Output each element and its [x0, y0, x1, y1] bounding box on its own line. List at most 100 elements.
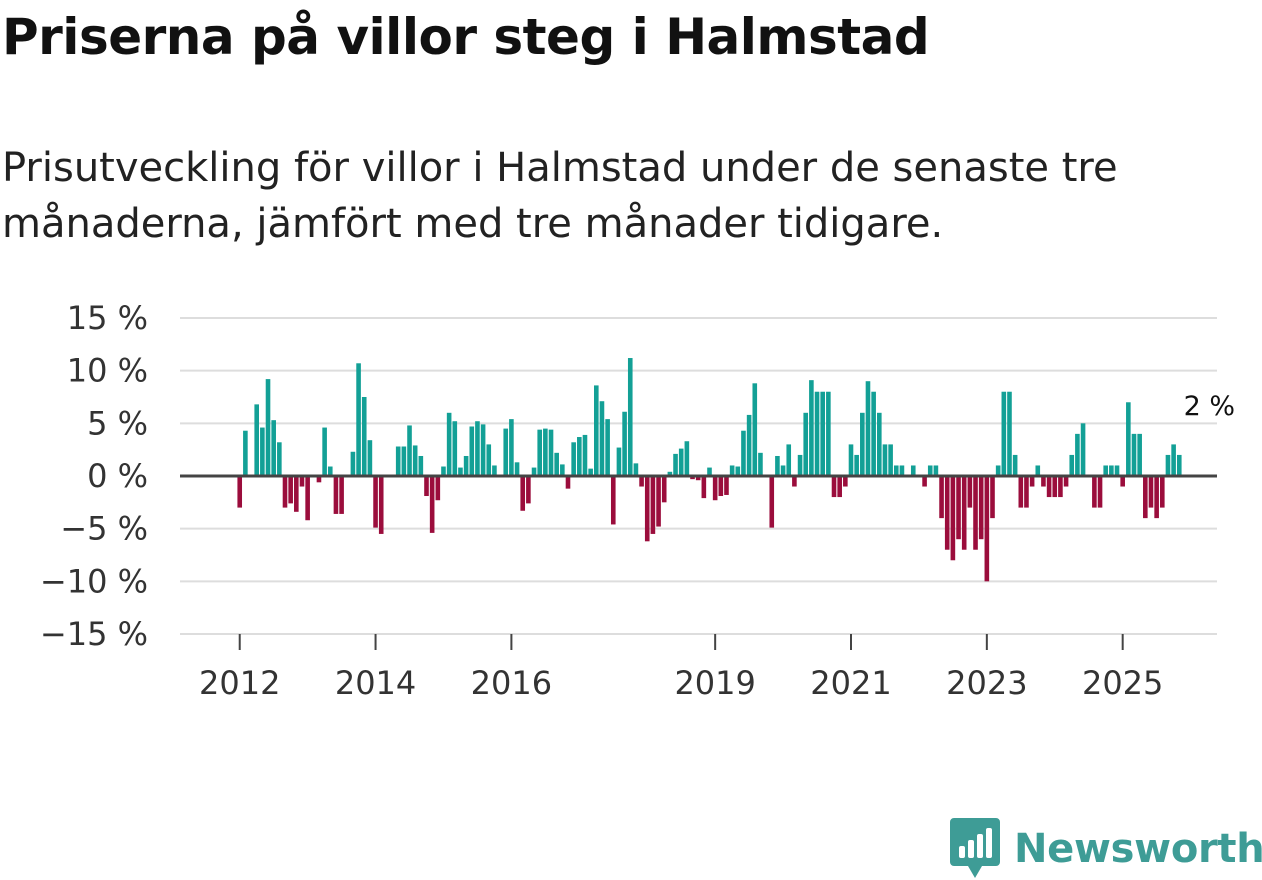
bar [1154, 476, 1159, 519]
bar [746, 414, 752, 476]
bar [735, 466, 741, 476]
bar [480, 424, 486, 476]
bar [893, 465, 899, 476]
y-tick-label: 15 % [67, 299, 148, 337]
bar [599, 401, 605, 476]
bar [316, 476, 322, 483]
bar [639, 476, 644, 487]
bar [1001, 391, 1007, 476]
bar [373, 476, 378, 528]
bar [695, 476, 701, 481]
bar [418, 455, 424, 476]
bar [463, 455, 469, 476]
bar [378, 476, 384, 534]
bar [356, 363, 361, 476]
chart-title: Priserna på villor steg i Halmstad [2, 8, 930, 66]
bar [701, 476, 707, 499]
bar [582, 434, 588, 476]
bar [769, 476, 775, 528]
bar [350, 451, 356, 476]
bar [826, 391, 831, 476]
bar [729, 465, 735, 476]
bar [718, 476, 724, 497]
bar [322, 427, 327, 476]
bar [978, 476, 984, 540]
bar [741, 430, 746, 476]
bar [616, 447, 622, 476]
bar [475, 421, 480, 476]
last-value-label: 2 % [1184, 391, 1235, 422]
bar [254, 404, 259, 476]
bar [995, 465, 1001, 476]
bar [780, 465, 786, 476]
x-tick-label: 2014 [335, 664, 416, 702]
bar [831, 476, 837, 498]
bar [265, 379, 271, 476]
y-tick-label: −15 % [40, 615, 148, 653]
x-axis: 2012 2014 2016 2019 2021 2023 2025 [199, 634, 1163, 702]
bar [560, 464, 565, 476]
bar [950, 476, 956, 561]
bar [973, 476, 978, 550]
bar [610, 476, 616, 525]
bar [395, 446, 401, 476]
bar [656, 476, 661, 527]
bar [271, 420, 276, 476]
bar [543, 428, 548, 476]
bar [333, 476, 339, 514]
bar [299, 476, 305, 487]
x-tick-label: 2021 [810, 664, 891, 702]
bar [1052, 476, 1058, 498]
bar [503, 428, 509, 476]
bar [588, 468, 593, 476]
bar [933, 465, 939, 476]
bar [877, 412, 882, 476]
bar [803, 412, 809, 476]
bar [367, 440, 373, 476]
bar [1041, 476, 1046, 487]
bar [684, 441, 690, 476]
y-tick-label: −5 % [60, 510, 148, 548]
bar [429, 476, 435, 533]
x-tick-label: 2025 [1082, 664, 1163, 702]
bar [927, 465, 933, 476]
bar [984, 476, 990, 582]
bar [627, 358, 633, 476]
bar [294, 476, 299, 512]
bar [758, 452, 763, 476]
bar [327, 466, 333, 476]
bar [899, 465, 905, 476]
bar [1058, 476, 1063, 498]
bar [605, 419, 610, 476]
bar [712, 476, 718, 501]
bar [871, 391, 876, 476]
bar [797, 454, 803, 476]
bar [401, 446, 407, 476]
brand-name: Newsworthy [1014, 826, 1262, 872]
bar [594, 385, 599, 476]
bar [644, 476, 650, 542]
bar [1109, 465, 1114, 476]
y-tick-label: 0 % [87, 457, 148, 495]
bar [775, 455, 780, 476]
bar [554, 452, 559, 476]
bar [509, 419, 514, 476]
bar [1160, 476, 1165, 508]
bar [537, 429, 542, 476]
x-tick-label: 2023 [946, 664, 1027, 702]
bar [1143, 476, 1148, 519]
bar [1120, 476, 1125, 487]
x-tick-label: 2012 [199, 664, 280, 702]
bar [882, 444, 888, 476]
bar [888, 444, 893, 476]
bar [260, 427, 265, 476]
bar [633, 463, 639, 476]
bar [577, 437, 582, 476]
bar [412, 445, 418, 476]
bar [243, 430, 248, 476]
x-tick-label: 2019 [674, 664, 755, 702]
bar [1029, 476, 1035, 487]
y-tick-label: 5 % [87, 404, 148, 442]
bar [1097, 476, 1103, 508]
bar [1114, 465, 1120, 476]
